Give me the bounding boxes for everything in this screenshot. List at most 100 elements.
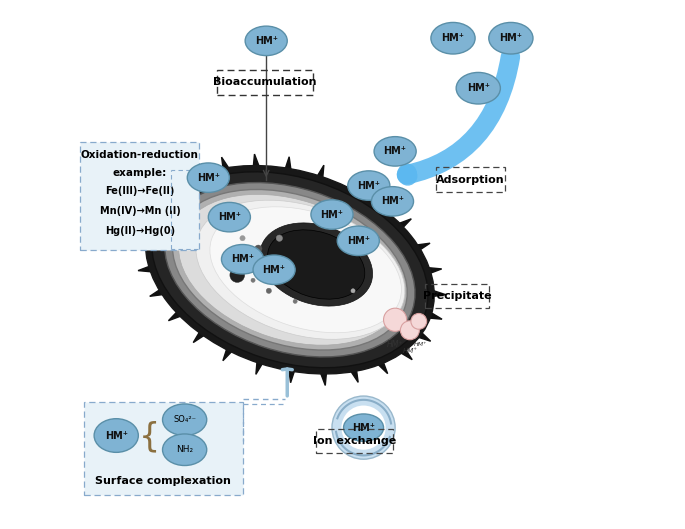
Text: Bioaccumulation: Bioaccumulation [213, 77, 316, 87]
Text: HM⁺: HM⁺ [442, 33, 464, 43]
Polygon shape [288, 369, 295, 383]
Polygon shape [375, 197, 386, 209]
Ellipse shape [251, 278, 255, 282]
Text: HM⁺: HM⁺ [414, 342, 427, 347]
Text: Adsorption: Adsorption [436, 175, 504, 185]
Ellipse shape [94, 418, 138, 452]
Polygon shape [168, 180, 179, 191]
Ellipse shape [208, 203, 251, 232]
Polygon shape [285, 157, 291, 171]
Ellipse shape [456, 72, 500, 104]
Polygon shape [347, 179, 357, 192]
Text: SO₄²⁻: SO₄²⁻ [173, 415, 196, 424]
Ellipse shape [162, 404, 207, 435]
Polygon shape [351, 368, 358, 382]
FancyBboxPatch shape [84, 403, 242, 495]
Polygon shape [321, 371, 327, 386]
Text: Hg(II)→Hg(0): Hg(II)→Hg(0) [105, 225, 175, 235]
Ellipse shape [276, 235, 282, 241]
Text: Oxidation-reduction: Oxidation-reduction [81, 150, 199, 160]
Ellipse shape [384, 308, 407, 331]
Text: . . .: . . . [177, 471, 192, 481]
Text: HM⁺: HM⁺ [347, 236, 370, 246]
Text: Precipitate: Precipitate [423, 291, 491, 301]
Ellipse shape [164, 183, 415, 357]
Ellipse shape [340, 235, 345, 241]
Ellipse shape [253, 255, 295, 285]
Ellipse shape [240, 235, 245, 241]
Text: HM⁺: HM⁺ [381, 196, 404, 206]
Ellipse shape [332, 396, 395, 459]
Ellipse shape [337, 226, 379, 256]
Text: Fe(III)→Fe(II): Fe(III)→Fe(II) [105, 186, 175, 196]
Polygon shape [138, 220, 151, 227]
Text: HM⁺: HM⁺ [218, 212, 241, 222]
Text: {: { [139, 420, 160, 453]
Ellipse shape [351, 289, 355, 293]
Ellipse shape [489, 22, 533, 54]
Polygon shape [400, 348, 412, 360]
Text: HM⁺: HM⁺ [352, 423, 375, 433]
Polygon shape [398, 219, 411, 229]
Polygon shape [223, 348, 233, 361]
Ellipse shape [179, 194, 401, 345]
Polygon shape [256, 360, 263, 375]
Text: Ion exchange: Ion exchange [313, 436, 396, 446]
Text: HM⁺: HM⁺ [105, 431, 127, 441]
Ellipse shape [187, 163, 229, 193]
Ellipse shape [374, 136, 416, 166]
Text: HM⁺: HM⁺ [387, 340, 403, 349]
Polygon shape [416, 243, 430, 251]
Polygon shape [432, 290, 446, 297]
Ellipse shape [173, 189, 408, 350]
Polygon shape [138, 266, 152, 272]
Text: HM⁺: HM⁺ [197, 172, 220, 183]
Ellipse shape [371, 187, 414, 216]
Ellipse shape [401, 321, 419, 340]
Polygon shape [169, 311, 182, 321]
Text: HM⁺: HM⁺ [255, 36, 277, 46]
Ellipse shape [196, 200, 405, 339]
Text: HM⁺: HM⁺ [402, 348, 417, 354]
Text: HM⁺: HM⁺ [231, 254, 254, 264]
Polygon shape [150, 288, 164, 296]
FancyArrowPatch shape [406, 57, 510, 176]
Ellipse shape [431, 22, 475, 54]
Ellipse shape [255, 245, 262, 252]
Polygon shape [149, 198, 162, 208]
Ellipse shape [266, 288, 271, 294]
FancyBboxPatch shape [80, 142, 199, 250]
Ellipse shape [344, 414, 384, 441]
Text: HM⁺: HM⁺ [499, 33, 523, 43]
Polygon shape [221, 157, 229, 171]
Text: HM⁺: HM⁺ [321, 209, 343, 220]
Ellipse shape [223, 251, 230, 257]
Ellipse shape [221, 244, 264, 274]
Text: Surface complexation: Surface complexation [95, 476, 232, 486]
Ellipse shape [152, 172, 428, 368]
Ellipse shape [341, 406, 386, 450]
Ellipse shape [348, 171, 390, 200]
Ellipse shape [260, 223, 373, 306]
Ellipse shape [245, 26, 287, 56]
Text: HM⁺: HM⁺ [262, 264, 286, 275]
Polygon shape [316, 165, 324, 179]
Polygon shape [377, 360, 388, 373]
Ellipse shape [162, 434, 207, 466]
Ellipse shape [311, 200, 353, 229]
Polygon shape [428, 312, 442, 319]
Ellipse shape [145, 166, 434, 374]
Ellipse shape [293, 299, 297, 304]
Ellipse shape [210, 207, 401, 333]
Ellipse shape [411, 314, 427, 329]
Polygon shape [427, 268, 442, 274]
Text: Mn(IV)→Mn (II): Mn(IV)→Mn (II) [99, 206, 180, 215]
Polygon shape [134, 243, 148, 249]
Text: HM⁺: HM⁺ [358, 180, 380, 190]
Polygon shape [253, 154, 260, 168]
Text: HM⁺: HM⁺ [466, 83, 490, 93]
Text: NH₂: NH₂ [176, 445, 193, 454]
Polygon shape [192, 166, 202, 179]
Ellipse shape [268, 230, 365, 299]
Text: example:: example: [113, 168, 167, 178]
